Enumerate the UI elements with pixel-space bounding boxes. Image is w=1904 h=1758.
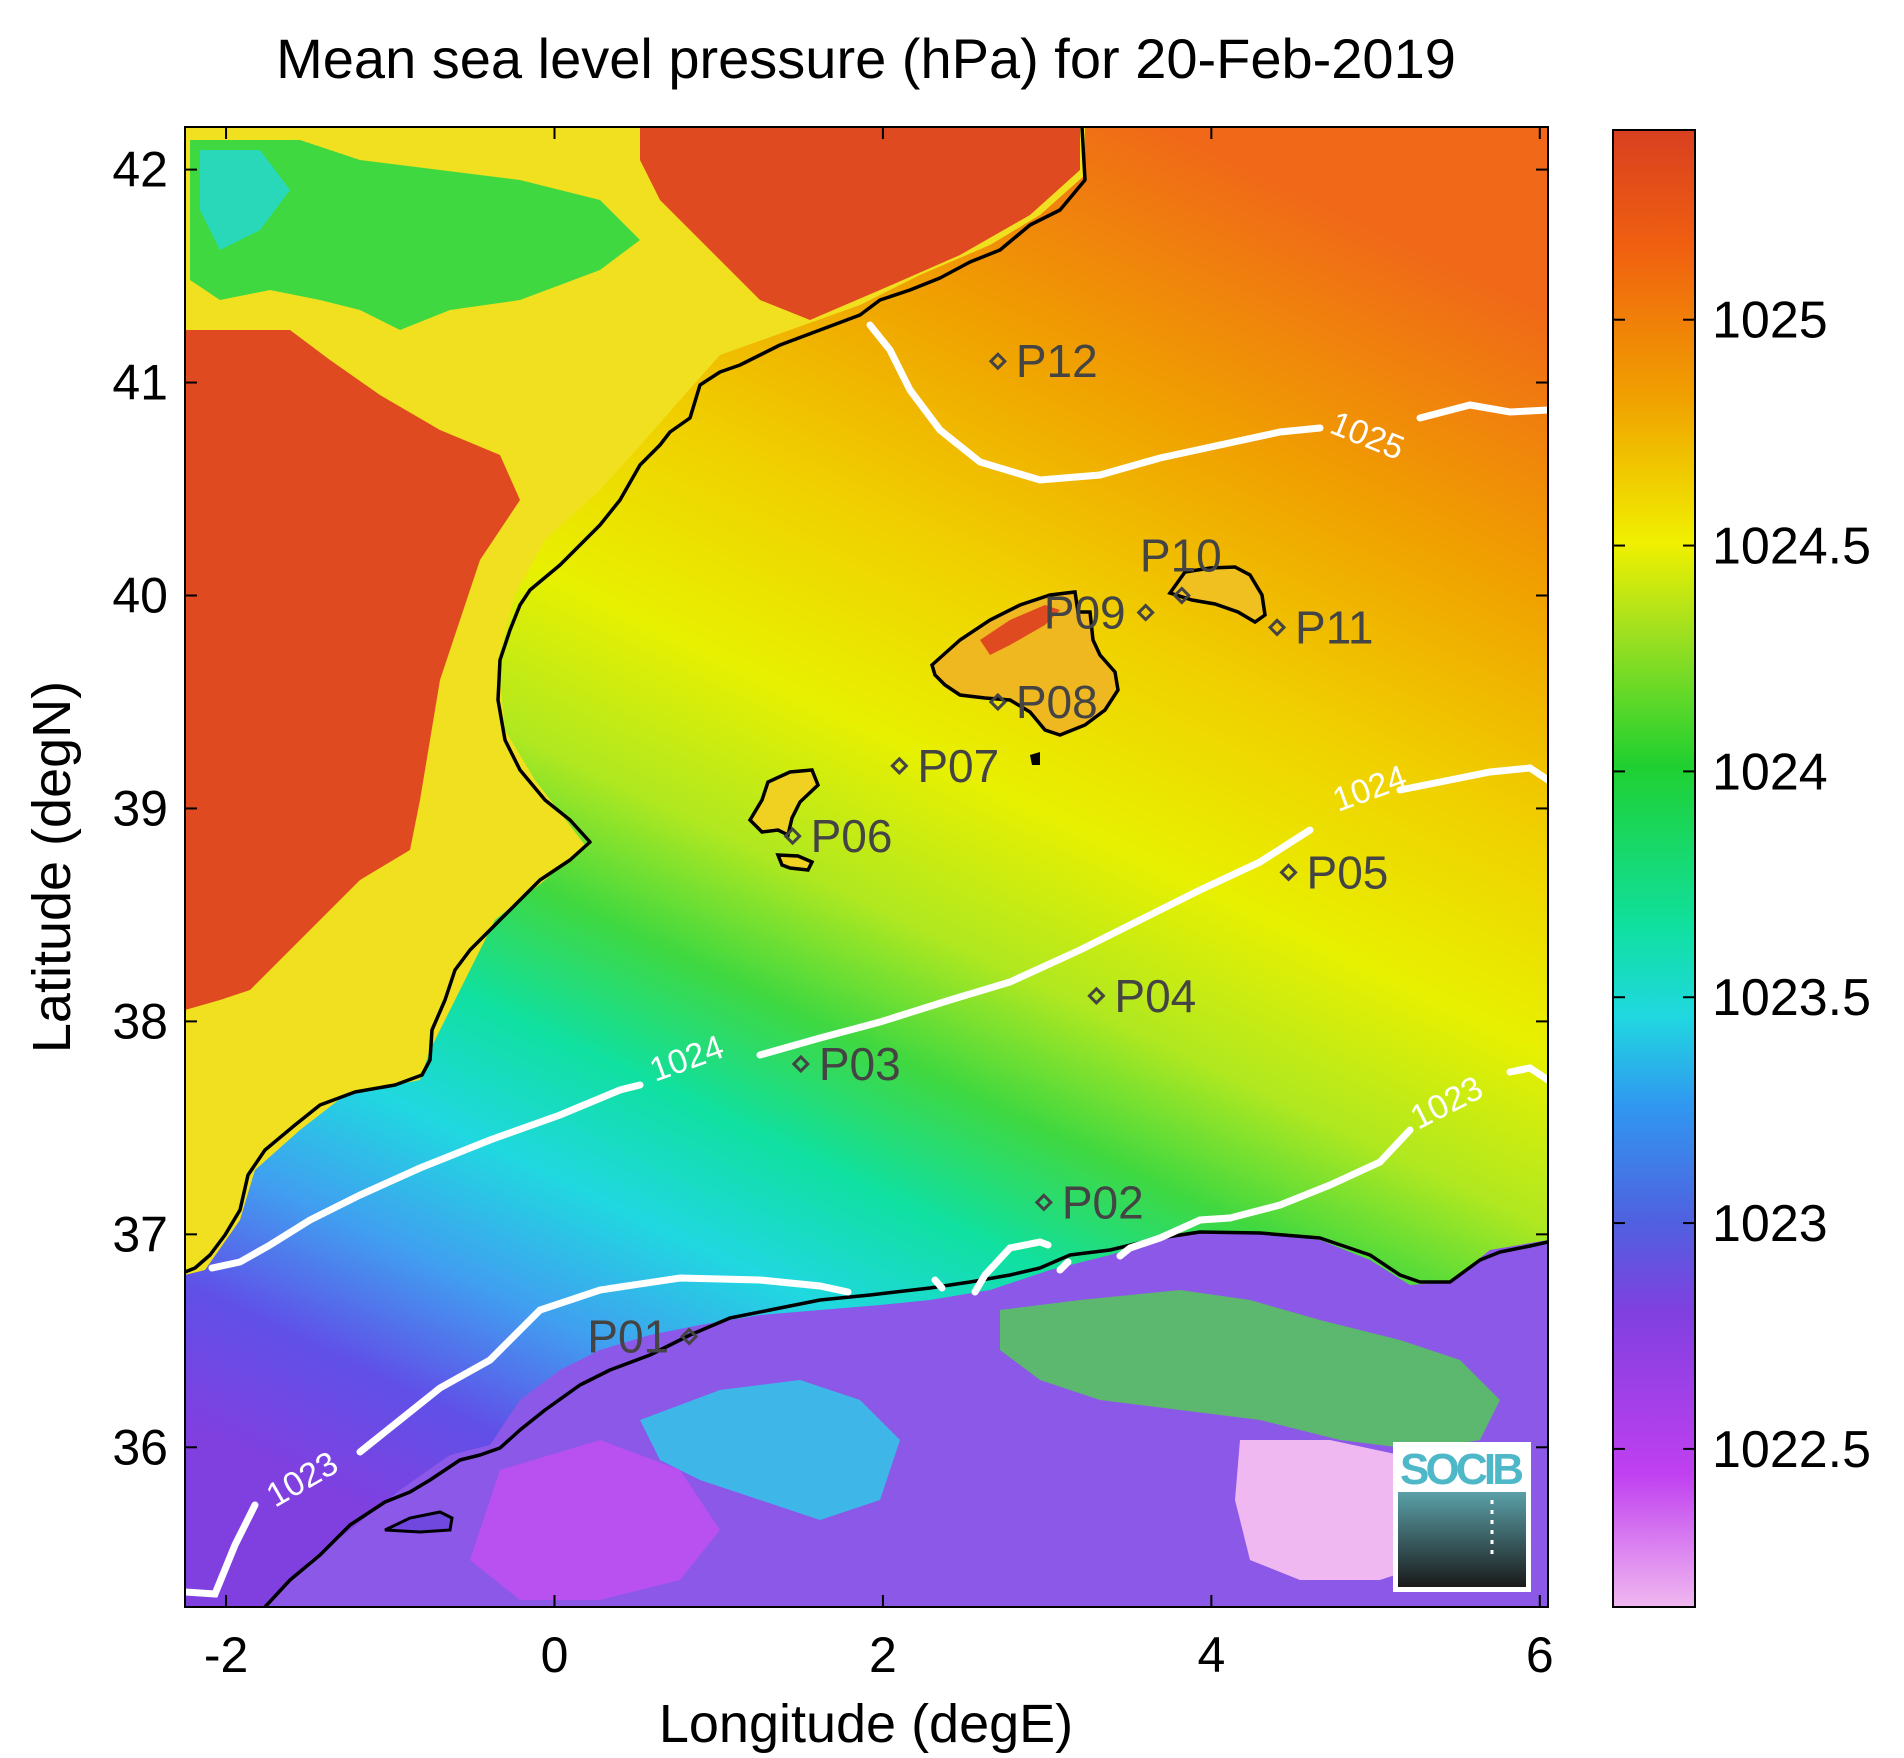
station-label: P01 — [587, 1311, 669, 1363]
station-p08: P08 — [988, 676, 1098, 728]
y-tick-label: 38 — [112, 993, 168, 1049]
contour-1024 — [208, 764, 1548, 1272]
y-axis: 36 37 38 39 40 41 42 — [112, 142, 1548, 1475]
y-tick-label: 41 — [112, 355, 168, 411]
station-label: P09 — [1044, 587, 1126, 639]
y-tick-label: 39 — [112, 780, 168, 836]
y-tick-label: 42 — [112, 142, 168, 198]
station-marker — [988, 692, 1007, 712]
land-south-yellow — [200, 990, 330, 1170]
station-p05: P05 — [1279, 846, 1389, 898]
station-markers: P01 P02 P03 P04 P05 P06 P07 P08 P09 P10 P11 P12 — [587, 335, 1388, 1362]
x-tick-label: 6 — [1526, 1627, 1554, 1683]
station-p07: P07 — [890, 740, 999, 792]
land-catalonia-highlands — [640, 127, 1080, 320]
x-tick-label: 2 — [869, 1627, 897, 1683]
station-label: P08 — [1016, 676, 1098, 728]
station-marker — [783, 827, 802, 846]
land-pyrenees-green — [190, 140, 640, 330]
station-p03: P03 — [791, 1038, 901, 1090]
station-marker — [1136, 603, 1155, 622]
island-mallorca — [930, 590, 1120, 737]
station-marker — [988, 352, 1007, 371]
plot-frame — [184, 126, 1549, 1608]
station-p10: P10 — [1140, 529, 1222, 605]
coastline-iberia — [185, 127, 1087, 1274]
logo-text: SOCIB — [1400, 1445, 1524, 1494]
x-axis: -2 0 2 4 6 — [204, 127, 1554, 1683]
x-tick-label: -2 — [204, 1627, 248, 1683]
colorbar-tick-label: 1022.5 — [1712, 1421, 1871, 1479]
x-tick-label: 4 — [1197, 1627, 1225, 1683]
colorbar-tick-label: 1023 — [1712, 1195, 1828, 1253]
station-p12: P12 — [988, 335, 1098, 387]
station-marker — [680, 1327, 699, 1346]
station-marker — [1279, 863, 1298, 882]
station-label: P10 — [1140, 529, 1222, 581]
plot-area: 1025 1024 1024 1023 1023 P01P02P03P04P05… — [185, 127, 1548, 1607]
chart-title: Mean sea level pressure (hPa) for 20-Feb… — [276, 27, 1456, 90]
station-marker — [1087, 986, 1106, 1005]
island-ibiza — [747, 768, 821, 838]
station-p02: P02 — [1034, 1176, 1144, 1228]
y-axis-title: Latitude (degN) — [22, 681, 82, 1053]
station-p04: P04 — [1087, 970, 1196, 1022]
x-axis-title: Longitude (degE) — [659, 1694, 1073, 1754]
colorbar: 1025 1024.5 1024 1023.5 1023 1022.5 — [1612, 129, 1871, 1608]
station-label: P03 — [819, 1038, 901, 1090]
x-tick-label: 0 — [541, 1627, 569, 1683]
coastline-africa — [263, 1230, 1548, 1607]
y-tick-label: 36 — [112, 1419, 168, 1475]
land-africa-cyan — [640, 1380, 900, 1520]
colorbar-tick-label: 1025 — [1712, 292, 1828, 350]
station-label: P02 — [1062, 1176, 1144, 1228]
station-marker — [791, 1054, 810, 1074]
station-label: P05 — [1307, 846, 1389, 898]
island-formentera — [775, 853, 815, 872]
station-marker — [1034, 1193, 1053, 1212]
contour-1025 — [866, 321, 1548, 484]
island-cabrera — [1030, 752, 1040, 765]
island-alboran — [384, 1510, 454, 1534]
station-label: P11 — [1295, 601, 1373, 653]
colorbar-ticks: 1025 1024.5 1024 1023.5 1023 1022.5 — [1613, 292, 1871, 1479]
colorbar-ramp — [1612, 129, 1696, 1608]
station-p06: P06 — [783, 810, 893, 862]
station-p11: P11 — [1267, 601, 1373, 653]
station-label: P06 — [811, 810, 893, 862]
station-label: P12 — [1016, 335, 1098, 387]
land-cyan-patches — [200, 150, 290, 250]
island-menorca — [1167, 565, 1267, 625]
y-tick-label: 37 — [112, 1206, 168, 1262]
contour-1023-south — [185, 1214, 1234, 1598]
station-marker — [1267, 618, 1287, 637]
station-marker — [1172, 586, 1191, 605]
colorbar-tick-label: 1023.5 — [1712, 969, 1871, 1027]
land-iberia-highlands — [185, 330, 520, 1010]
land-africa-magenta — [470, 1440, 720, 1600]
station-label: P07 — [917, 740, 999, 792]
station-p01: P01 — [587, 1311, 699, 1363]
mallorca-relief — [980, 605, 1060, 655]
station-label: P04 — [1114, 970, 1196, 1022]
colorbar-tick-label: 1024.5 — [1712, 518, 1871, 576]
socib-logo: SOCIB — [1393, 1442, 1531, 1592]
contour-1023-east — [1226, 1064, 1548, 1222]
station-p09: P09 — [1044, 587, 1155, 639]
station-marker — [890, 756, 909, 775]
y-tick-label: 40 — [112, 567, 168, 623]
land-africa-pink — [1235, 1440, 1440, 1580]
land-africa-green — [1000, 1290, 1500, 1450]
colorbar-tick-label: 1024 — [1712, 743, 1828, 801]
